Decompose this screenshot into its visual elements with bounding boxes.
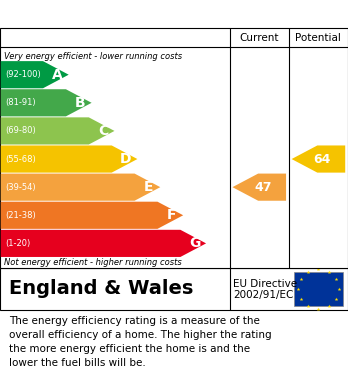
Text: Very energy efficient - lower running costs: Very energy efficient - lower running co… — [4, 52, 182, 61]
Text: A: A — [52, 68, 63, 82]
Text: (1-20): (1-20) — [5, 239, 30, 248]
Text: (39-54): (39-54) — [5, 183, 35, 192]
Polygon shape — [1, 145, 137, 172]
Text: Energy Efficiency Rating: Energy Efficiency Rating — [9, 7, 219, 22]
Text: Current: Current — [239, 32, 279, 43]
Text: Potential: Potential — [295, 32, 341, 43]
Text: 2002/91/EC: 2002/91/EC — [233, 290, 293, 300]
Text: England & Wales: England & Wales — [9, 280, 193, 298]
Polygon shape — [292, 145, 345, 172]
Text: (21-38): (21-38) — [5, 211, 35, 220]
Bar — [294, 272, 343, 306]
Polygon shape — [1, 230, 206, 257]
Text: F: F — [167, 208, 176, 222]
Text: (92-100): (92-100) — [5, 70, 41, 79]
Polygon shape — [232, 174, 286, 201]
Polygon shape — [1, 117, 114, 145]
Polygon shape — [1, 89, 92, 117]
Text: The energy efficiency rating is a measure of the
overall efficiency of a home. T: The energy efficiency rating is a measur… — [9, 316, 271, 368]
Polygon shape — [1, 174, 160, 201]
Text: Not energy efficient - higher running costs: Not energy efficient - higher running co… — [4, 258, 182, 267]
Text: (69-80): (69-80) — [5, 126, 35, 135]
Text: D: D — [120, 152, 132, 166]
Text: E: E — [144, 180, 153, 194]
Text: (81-91): (81-91) — [5, 98, 35, 107]
Text: G: G — [189, 237, 200, 250]
Text: EU Directive: EU Directive — [233, 279, 297, 289]
Polygon shape — [1, 202, 183, 229]
Text: (55-68): (55-68) — [5, 154, 35, 163]
Polygon shape — [1, 61, 69, 88]
Text: B: B — [75, 96, 85, 110]
Text: C: C — [98, 124, 108, 138]
Text: 64: 64 — [314, 152, 331, 165]
Text: 47: 47 — [254, 181, 272, 194]
